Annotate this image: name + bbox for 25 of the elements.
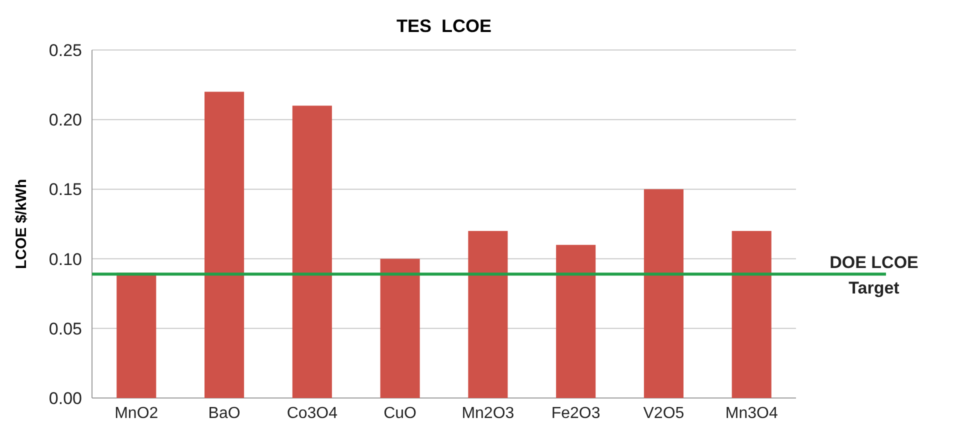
x-tick-label: Mn2O3 (462, 405, 514, 422)
bar (380, 258, 420, 398)
x-tick-label: BaO (208, 405, 240, 422)
bar (468, 230, 508, 398)
x-tick-label: Fe2O3 (551, 405, 600, 422)
x-tick-label: Mn3O4 (725, 405, 778, 422)
bar (556, 244, 596, 398)
x-tick-label: CuO (384, 405, 417, 422)
y-tick-label: 0.15 (48, 180, 82, 200)
x-tick-label: MnO2 (114, 405, 158, 422)
x-tick-label: V2O5 (643, 405, 684, 422)
bar (292, 106, 332, 398)
chart-title: TES LCOE (396, 16, 492, 36)
y-tick-label: 0.00 (48, 388, 82, 408)
bar (644, 189, 684, 398)
y-axis-title: LCOE $/kWh (13, 178, 30, 270)
y-tick-label: 0.05 (48, 319, 82, 338)
y-tick-label: 0.10 (48, 250, 82, 269)
ref-line-label: DOE LCOE Target (830, 253, 918, 298)
bar (732, 230, 772, 398)
bar (116, 272, 156, 398)
x-tick-label: Co3O4 (286, 405, 338, 422)
bar (204, 92, 244, 398)
y-tick-label: 0.20 (48, 110, 82, 130)
y-tick-label: 0.25 (48, 40, 82, 60)
